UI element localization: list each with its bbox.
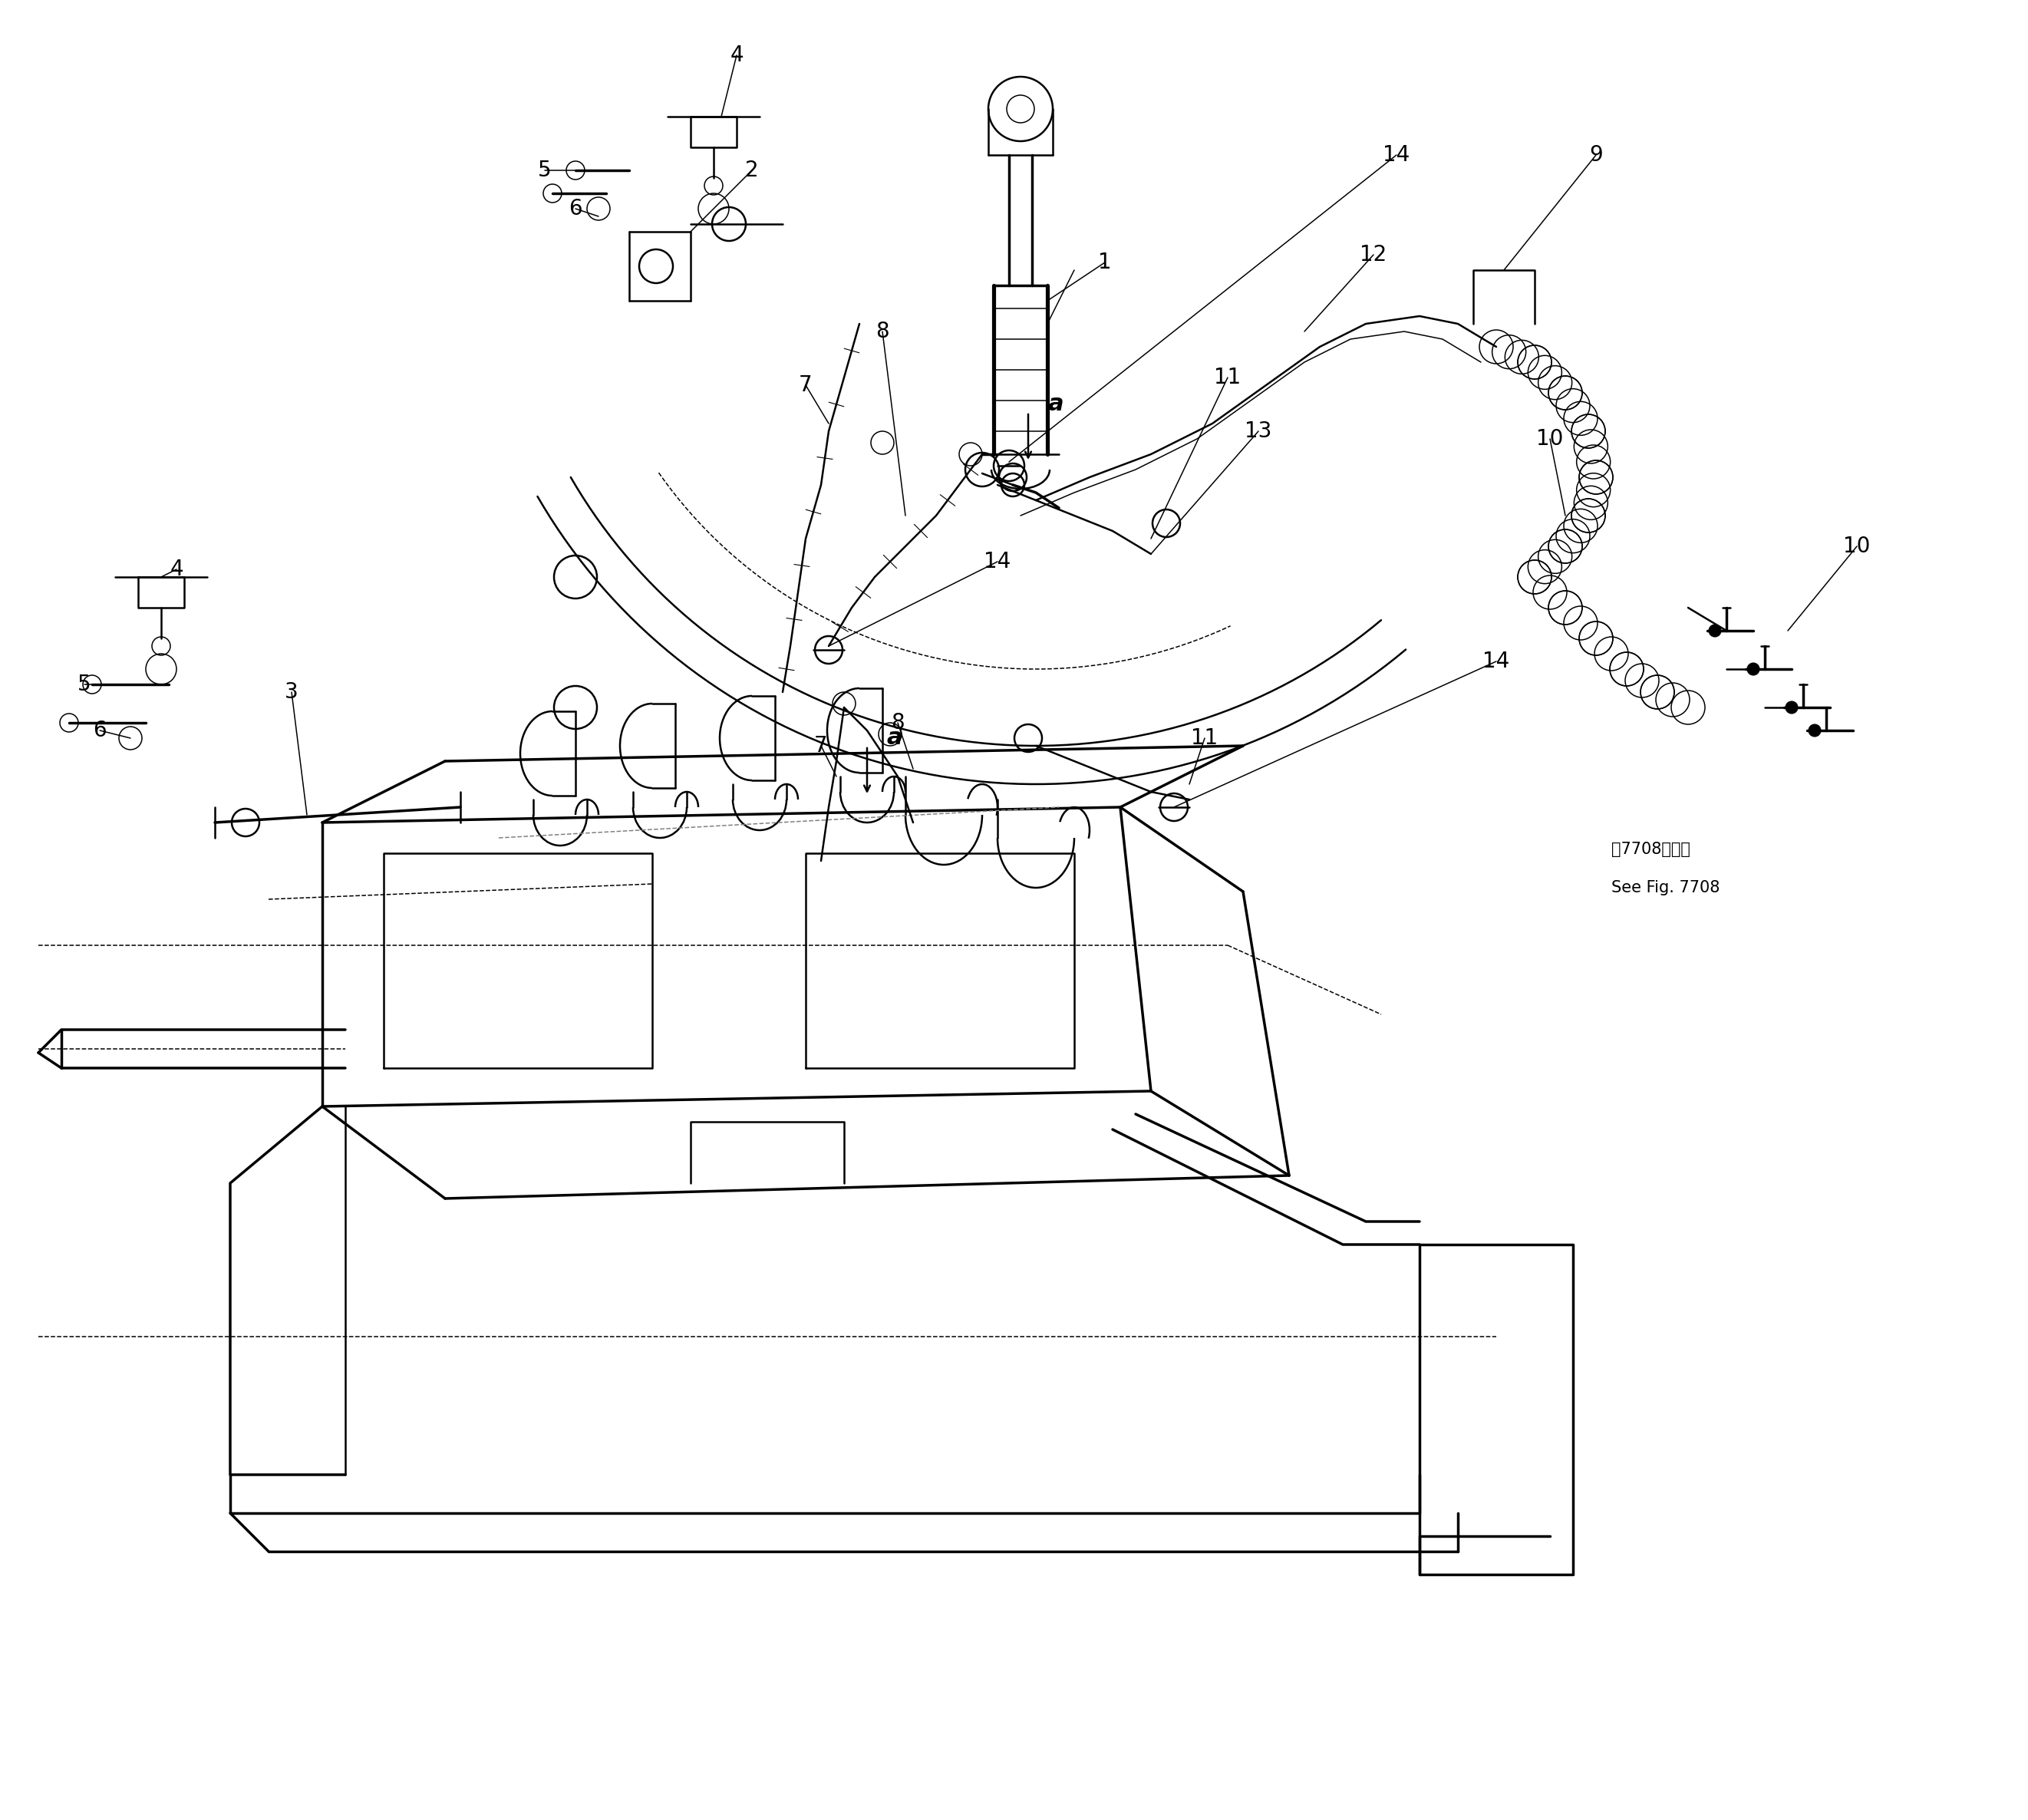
Text: 11: 11 bbox=[1215, 368, 1241, 388]
Text: 5: 5 bbox=[77, 673, 91, 695]
Text: 1: 1 bbox=[1099, 251, 1111, 273]
Circle shape bbox=[1710, 624, 1722, 637]
Text: 6: 6 bbox=[568, 198, 582, 220]
Text: 13: 13 bbox=[1245, 420, 1272, 442]
Text: 8: 8 bbox=[890, 712, 904, 733]
Text: See Fig. 7708: See Fig. 7708 bbox=[1612, 881, 1720, 895]
Text: 4: 4 bbox=[730, 44, 744, 66]
Text: 4: 4 bbox=[170, 559, 183, 581]
Circle shape bbox=[1748, 662, 1760, 675]
Text: a: a bbox=[1046, 393, 1063, 415]
Text: 5: 5 bbox=[537, 160, 552, 180]
Text: 10: 10 bbox=[1537, 428, 1564, 450]
Text: 2: 2 bbox=[744, 160, 758, 180]
Text: 7: 7 bbox=[799, 375, 813, 397]
Text: 第7708図参照: 第7708図参照 bbox=[1612, 841, 1689, 857]
Text: 6: 6 bbox=[93, 719, 107, 741]
Circle shape bbox=[1785, 701, 1797, 713]
Text: 14: 14 bbox=[1482, 652, 1509, 672]
Text: 9: 9 bbox=[1590, 144, 1602, 166]
Text: 12: 12 bbox=[1361, 244, 1387, 266]
Text: 8: 8 bbox=[876, 320, 888, 342]
Text: 11: 11 bbox=[1190, 728, 1219, 748]
Text: 7: 7 bbox=[815, 735, 827, 757]
Text: 14: 14 bbox=[984, 551, 1012, 573]
Text: 3: 3 bbox=[284, 681, 298, 703]
Text: 14: 14 bbox=[1383, 144, 1409, 166]
Text: a: a bbox=[886, 726, 902, 750]
Circle shape bbox=[1809, 724, 1821, 737]
Text: 10: 10 bbox=[1843, 535, 1870, 557]
